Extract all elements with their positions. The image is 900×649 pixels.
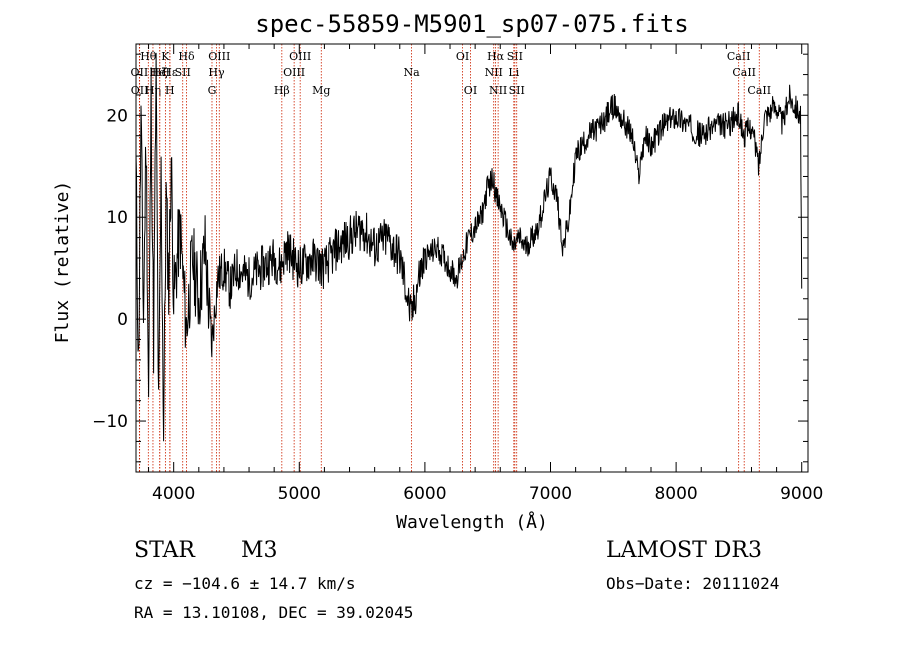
line-label-10: Hδ — [178, 50, 195, 63]
line-label-8: HeI — [150, 66, 170, 79]
x-tick-label-5000: 5000 — [278, 484, 321, 504]
y-tick-label-0: 0 — [117, 310, 128, 330]
line-label-20: OI — [464, 84, 477, 97]
y-tick-label-20: 20 — [106, 106, 128, 126]
line-label-12: Hγ — [208, 66, 225, 79]
line-label-9: SII — [175, 66, 191, 79]
line-label-28: CaII — [732, 66, 756, 79]
spectrum-line — [135, 52, 803, 442]
object-subclass: M3 — [241, 538, 278, 563]
line-label-23: NII — [489, 84, 507, 97]
line-label-3: Hη — [145, 84, 161, 97]
line-label-21: NII — [485, 66, 503, 79]
object-class: STAR — [134, 538, 195, 563]
spectrum-series — [135, 52, 803, 442]
survey-name: LAMOST DR3 — [606, 538, 762, 563]
line-label-14: Hβ — [274, 84, 290, 97]
line-label-18: Na — [403, 66, 420, 79]
x-tick-label-9000: 9000 — [780, 484, 823, 504]
x-tick-label-8000: 8000 — [654, 484, 697, 504]
x-axis: 4000 5000 6000 7000 8000 9000 — [148, 44, 823, 504]
x-tick-label-4000: 4000 — [152, 484, 195, 504]
line-label-26: SII — [509, 84, 525, 97]
line-label-13: OIII — [208, 50, 230, 63]
line-label-0: K — [161, 50, 170, 63]
line-label-17: Mg — [312, 84, 330, 97]
x-axis-label: Wavelength (Å) — [396, 511, 548, 533]
y-axis: −10 0 10 20 — [92, 53, 808, 463]
line-label-19: OI — [456, 50, 469, 63]
y-axis-label: Flux (relative) — [52, 181, 73, 344]
line-label-16: OIII — [289, 50, 311, 63]
line-label-22: Hα — [487, 50, 505, 63]
x-tick-label-7000: 7000 — [529, 484, 572, 504]
line-label-25: SII — [507, 50, 523, 63]
sky-coordinates: RA = 13.10108, DEC = 39.02045 — [134, 603, 414, 622]
y-tick-label--10: −10 — [92, 412, 128, 432]
line-label-5: Hε — [162, 66, 178, 79]
line-label-7: OII — [131, 84, 149, 97]
line-label-29: CaII — [747, 84, 771, 97]
chart-title: spec-55859-M5901_sp07-075.fits — [255, 10, 688, 38]
line-label-24: Li — [508, 66, 519, 79]
line-label-11: G — [208, 84, 217, 97]
line-label-15: OIII — [283, 66, 305, 79]
x-tick-label-6000: 6000 — [403, 484, 446, 504]
line-label-2: Hθ — [140, 50, 157, 63]
line-label-27: CaII — [727, 50, 751, 63]
redshift-velocity: cz = −104.6 ± 14.7 km/s — [134, 574, 356, 593]
observation-date: Obs−Date: 20111024 — [606, 574, 780, 593]
y-tick-label-10: 10 — [106, 208, 128, 228]
